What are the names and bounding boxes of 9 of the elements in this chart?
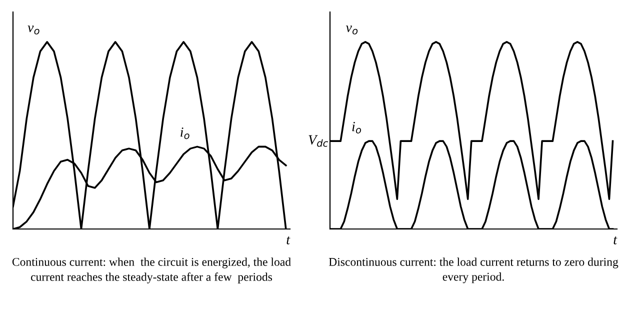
- series-label: i$_{o}$: [180, 127, 190, 140]
- series-label: i$_{o}$: [352, 122, 362, 134]
- text: V$_{dc}$: [308, 135, 328, 147]
- series-label: v$_{o}$: [346, 26, 358, 34]
- x-axis-title: t: [286, 236, 290, 244]
- text: Discontinuous current: the load current returns to zero during every period.: [328, 258, 618, 284]
- series-label: v$_{o}$: [28, 26, 40, 34]
- x-axis-title: t: [614, 236, 618, 244]
- text: Continuous current: when the circuit is energized, the load current reaches the steady-state after a few periods: [12, 258, 291, 284]
